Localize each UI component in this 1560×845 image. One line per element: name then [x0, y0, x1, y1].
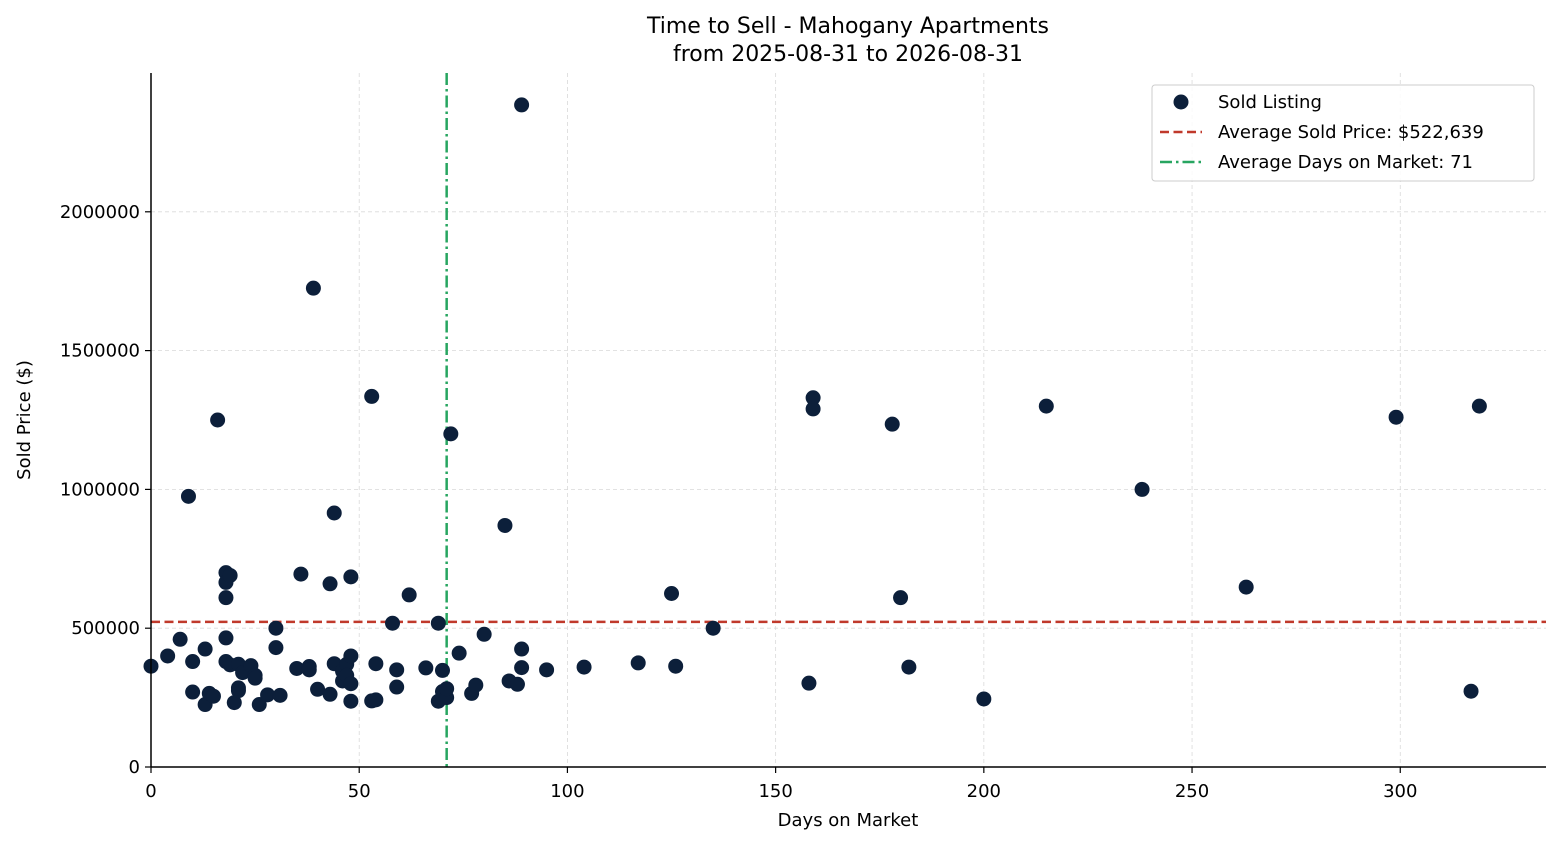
data-point: [368, 692, 384, 708]
x-tick-label: 250: [1175, 781, 1209, 802]
data-point: [439, 681, 455, 697]
legend-average-price-label: Average Sold Price: $522,639: [1218, 122, 1484, 143]
data-point: [509, 676, 525, 692]
data-point: [322, 686, 338, 702]
data-point: [514, 660, 530, 676]
legend-average-days-label: Average Days on Market: 71: [1218, 152, 1473, 173]
data-point: [364, 388, 380, 404]
x-tick-label: 150: [758, 781, 792, 802]
data-point: [1463, 683, 1479, 699]
data-point: [576, 659, 592, 675]
data-point: [884, 416, 900, 432]
data-point: [801, 675, 817, 691]
data-point: [368, 656, 384, 672]
data-point: [514, 641, 530, 657]
data-point: [343, 693, 359, 709]
data-point: [301, 662, 317, 678]
y-axis-ticks: 0 500000 1000000 1500000 2000000: [60, 202, 151, 778]
data-point: [268, 620, 284, 636]
data-point: [251, 697, 267, 713]
legend-point-marker: [1173, 94, 1189, 110]
data-point: [180, 488, 196, 504]
data-point: [305, 280, 321, 296]
data-point: [1038, 398, 1054, 414]
data-point: [272, 687, 288, 703]
chart-title-line2: from 2025-08-31 to 2026-08-31: [673, 42, 1023, 67]
data-point: [247, 670, 263, 686]
legend-box: [1151, 84, 1535, 182]
data-point: [430, 615, 446, 631]
data-point: [326, 505, 342, 521]
data-point: [805, 390, 821, 406]
data-point: [418, 660, 434, 676]
data-point: [222, 567, 238, 583]
data-point: [668, 658, 684, 674]
y-axis-label: Sold Price ($): [14, 360, 35, 480]
legend-sold-listing-label: Sold Listing: [1218, 92, 1322, 113]
data-point: [268, 640, 284, 656]
data-point: [185, 684, 201, 700]
data-point: [230, 680, 246, 696]
data-point: [468, 677, 484, 693]
data-point: [293, 566, 309, 582]
data-point: [434, 662, 450, 678]
y-tick-label: 500000: [71, 618, 140, 639]
data-point: [322, 576, 338, 592]
data-point: [385, 615, 401, 631]
data-point: [218, 590, 234, 606]
data-point: [1134, 481, 1150, 497]
data-point: [210, 412, 226, 428]
data-point: [197, 641, 213, 657]
x-tick-label: 100: [550, 781, 584, 802]
data-point: [172, 631, 188, 647]
data-point: [389, 679, 405, 695]
y-tick-label: 2000000: [60, 202, 140, 223]
data-point: [185, 654, 201, 670]
data-point: [805, 401, 821, 417]
data-point: [901, 659, 917, 675]
data-point: [401, 587, 417, 603]
data-point: [976, 691, 992, 707]
data-point: [343, 648, 359, 664]
data-point: [893, 590, 909, 606]
x-tick-label: 200: [967, 781, 1001, 802]
legend: Sold Listing Average Sold Price: $522,63…: [1151, 84, 1535, 182]
data-point: [497, 517, 513, 533]
data-point: [514, 97, 530, 113]
data-point: [226, 695, 242, 711]
data-point: [260, 687, 276, 703]
chart-title-line1: Time to Sell - Mahogany Apartments: [646, 14, 1049, 39]
y-tick-label: 1500000: [60, 341, 140, 362]
data-point: [310, 681, 326, 697]
data-point: [451, 645, 467, 661]
data-point: [1471, 398, 1487, 414]
data-point: [218, 630, 234, 646]
data-point: [160, 648, 176, 664]
data-point: [389, 662, 405, 678]
x-axis-ticks: 0 50 100 150 200 250 300: [145, 767, 1417, 802]
data-point: [539, 662, 555, 678]
data-point: [205, 688, 221, 704]
x-tick-label: 300: [1383, 781, 1417, 802]
data-point: [343, 676, 359, 692]
data-point: [1238, 579, 1254, 595]
x-tick-label: 50: [348, 781, 371, 802]
y-tick-label: 0: [129, 757, 140, 778]
y-tick-label: 1000000: [60, 479, 140, 500]
x-axis-label: Days on Market: [778, 810, 919, 831]
data-point: [630, 655, 646, 671]
x-tick-label: 0: [145, 781, 156, 802]
data-point: [1388, 409, 1404, 425]
data-point: [476, 626, 492, 642]
scatter-points: [143, 97, 1487, 713]
data-point: [705, 620, 721, 636]
data-point: [289, 660, 305, 676]
data-point: [343, 569, 359, 585]
data-point: [664, 586, 680, 601]
data-point: [443, 426, 459, 442]
